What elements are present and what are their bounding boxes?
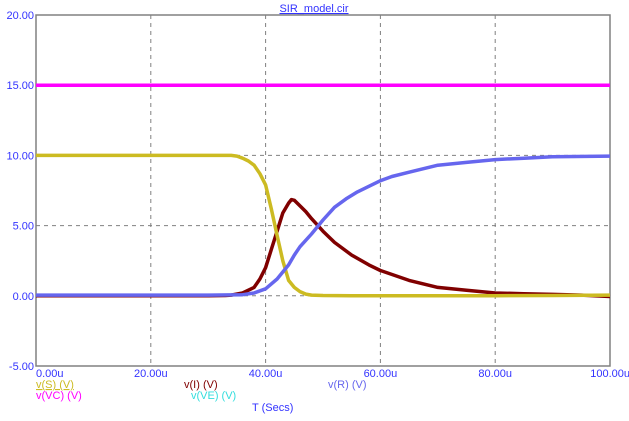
x-axis-tick-labels: 0.00u 20.00u 40.00u 60.00u 80.00u 100.00u xyxy=(36,368,629,380)
x-tick-label: 80.00u xyxy=(478,368,512,380)
plot-frame xyxy=(35,14,611,367)
y-axis-tick-labels: 20.00 15.00 10.00 5.00 0.00 -5.00 xyxy=(6,10,34,373)
x-tick-label: 100.00u xyxy=(590,368,629,380)
x-tick-label: 40.00u xyxy=(249,368,283,380)
x-tick-label: 60.00u xyxy=(364,368,398,380)
y-tick-label: 0.00 xyxy=(13,291,34,303)
legend-item-ve[interactable]: v(VE) (V) xyxy=(191,390,236,402)
series-line-vrv xyxy=(36,154,611,297)
series-line-viv xyxy=(36,197,611,299)
legend-item-r[interactable]: v(R) (V) xyxy=(328,379,367,391)
y-tick-label: 5.00 xyxy=(13,221,34,233)
y-tick-label: -5.00 xyxy=(9,361,34,373)
legend-item-i[interactable]: v(I) (V) xyxy=(184,379,218,391)
chart-title: SIR_model.cir xyxy=(279,3,348,15)
legend-item-vc[interactable]: v(VC) (V) xyxy=(36,390,82,402)
legend-item-s[interactable]: v(S) (V) xyxy=(36,379,74,391)
y-tick-label: 20.00 xyxy=(6,10,34,22)
y-tick-label: 10.00 xyxy=(6,150,34,162)
x-axis-label: T (Secs) xyxy=(252,402,293,414)
y-tick-label: 15.00 xyxy=(6,80,34,92)
series-line-vsv xyxy=(36,153,611,298)
series-lines xyxy=(36,83,611,299)
grid-lines xyxy=(36,15,610,366)
x-tick-label: 20.00u xyxy=(134,368,168,380)
x-tick-label: 0.00u xyxy=(36,368,64,380)
